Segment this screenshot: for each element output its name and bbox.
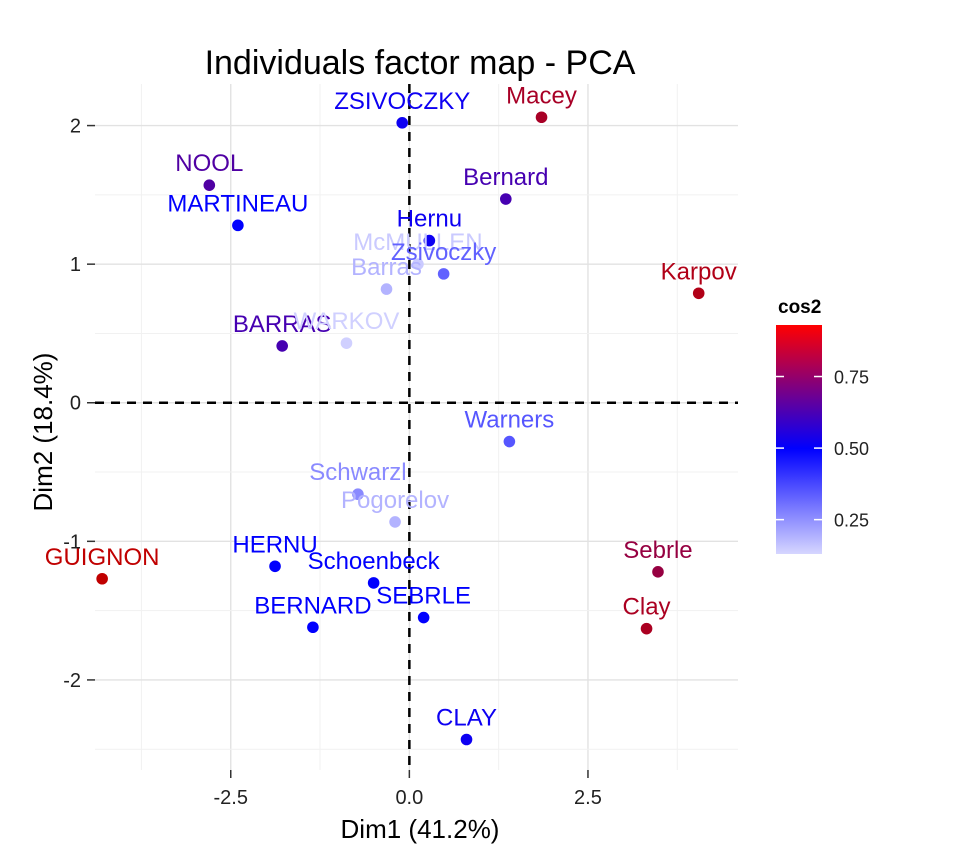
- y-tick-label: -1: [63, 531, 81, 553]
- point-label-warkov: WARKOV: [294, 308, 400, 335]
- y-tick-label: 1: [70, 254, 81, 276]
- point-hernu: [423, 234, 436, 247]
- point-label-schoenbeck: Schoenbeck: [308, 548, 441, 575]
- point-clay: [640, 622, 653, 635]
- point-label-sebrle: Sebrle: [623, 537, 692, 564]
- point-label-karpov: Karpov: [661, 258, 737, 285]
- point-warkov: [340, 337, 353, 349]
- grid: [95, 84, 738, 770]
- point-bernard: [307, 621, 319, 634]
- legend-title: cos2: [778, 297, 821, 318]
- x-tick-label: 0.0: [395, 787, 423, 809]
- y-tick-label: -2: [63, 670, 81, 692]
- point-label-barras: BARRAS: [233, 311, 332, 338]
- cos2-legend: cos2 0.25 0.50 0.75: [776, 297, 869, 554]
- x-axis-title: Dim1 (41.2%): [341, 814, 500, 844]
- point-warners: [503, 435, 516, 448]
- legend-tick-label: 0.75: [834, 368, 869, 388]
- point-karpov: [692, 287, 705, 300]
- y-axis-title: Dim2 (18.4%): [28, 353, 58, 512]
- point-labels: ZSIVOCZKY Macey NOOL Bernard MARTINEAU HernuM…: [45, 82, 737, 731]
- point-pogorelov: [389, 516, 401, 528]
- point-guignon: [96, 572, 108, 585]
- point-bernard: [500, 193, 512, 205]
- point-barras: [276, 340, 288, 352]
- point-zsivoczky: [437, 268, 450, 280]
- point-sebrle: [417, 611, 430, 624]
- point-label-sebrle: SEBRLE: [376, 583, 471, 610]
- point-label-nool: NOOL: [175, 150, 243, 177]
- point-label-warners: Warners: [464, 407, 554, 434]
- point-label-schwarzl: Schwarzl: [309, 459, 406, 486]
- point-label-mcmullen: McMULLEN: [353, 229, 482, 256]
- point-clay: [460, 733, 473, 746]
- point-label-bernard: Bernard: [463, 164, 548, 191]
- y-tick-label: 2: [70, 116, 81, 138]
- point-label-hernu: HERNU: [232, 531, 317, 558]
- reference-lines: [95, 84, 738, 770]
- point-mcmullen: [412, 258, 424, 270]
- chart-title: Individuals factor map - PCA: [205, 44, 636, 82]
- legend-tick-label: 0.50: [834, 439, 869, 459]
- legend-ticks: 0.25 0.50 0.75: [776, 368, 869, 531]
- point-label-guignon: GUIGNON: [45, 544, 160, 571]
- point-macey: [535, 111, 548, 124]
- points: [96, 111, 705, 746]
- point-label-barras: Barras: [351, 254, 422, 281]
- point-zsivoczky: [396, 117, 409, 129]
- point-label-pogorelov: Pogorelov: [341, 487, 449, 514]
- point-label-zsivoczky: Zsivoczky: [391, 239, 496, 266]
- point-schoenbeck: [367, 577, 380, 589]
- point-label-clay: CLAY: [436, 705, 497, 732]
- point-sebrle: [652, 566, 664, 578]
- point-label-macey: Macey: [506, 82, 577, 109]
- legend-tick-label: 0.25: [834, 511, 869, 531]
- point-martineau: [232, 219, 244, 232]
- y-tick-label: 0: [70, 393, 81, 415]
- point-label-bernard: BERNARD: [254, 592, 371, 619]
- point-label-clay: Clay: [623, 594, 671, 621]
- x-tick-label: -2.5: [214, 787, 248, 809]
- point-nool: [203, 179, 216, 191]
- point-label-martineau: MARTINEAU: [167, 190, 308, 217]
- point-hernu: [269, 560, 281, 573]
- legend-colorbar: [776, 325, 822, 554]
- axes: -2.5 0.0 2.5 -2 -1 0 1 2: [63, 116, 602, 809]
- point-schwarzl: [352, 488, 364, 501]
- point-label-zsivoczky: ZSIVOCZKY: [334, 88, 470, 115]
- point-label-hernu: Hernu: [397, 206, 462, 233]
- x-tick-label: 2.5: [574, 787, 602, 809]
- point-barras: [380, 283, 393, 295]
